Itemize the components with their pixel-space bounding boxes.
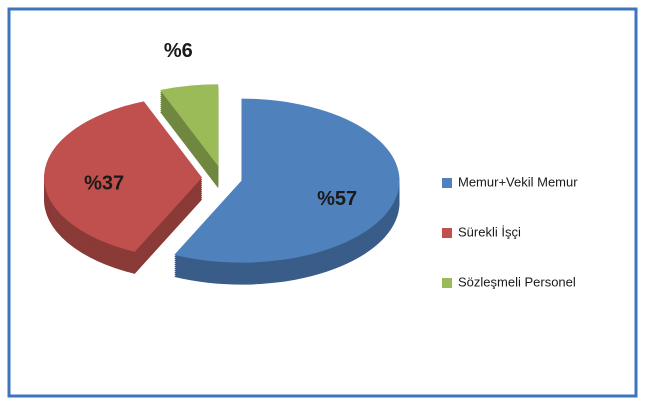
legend-swatch [442,278,452,288]
value-label: %57 [317,188,357,210]
slice [174,98,400,263]
value-label: %6 [164,40,193,62]
legend-swatch [442,228,452,238]
legend-label: Memur+Vekil Memur [458,174,578,189]
legend-swatch [442,178,452,188]
slice [160,84,219,167]
legend-label: Sözleşmeli Personel [458,274,576,289]
legend-label: Sürekli İşçi [458,224,521,239]
slice [44,101,203,252]
value-label: %37 [84,172,124,194]
